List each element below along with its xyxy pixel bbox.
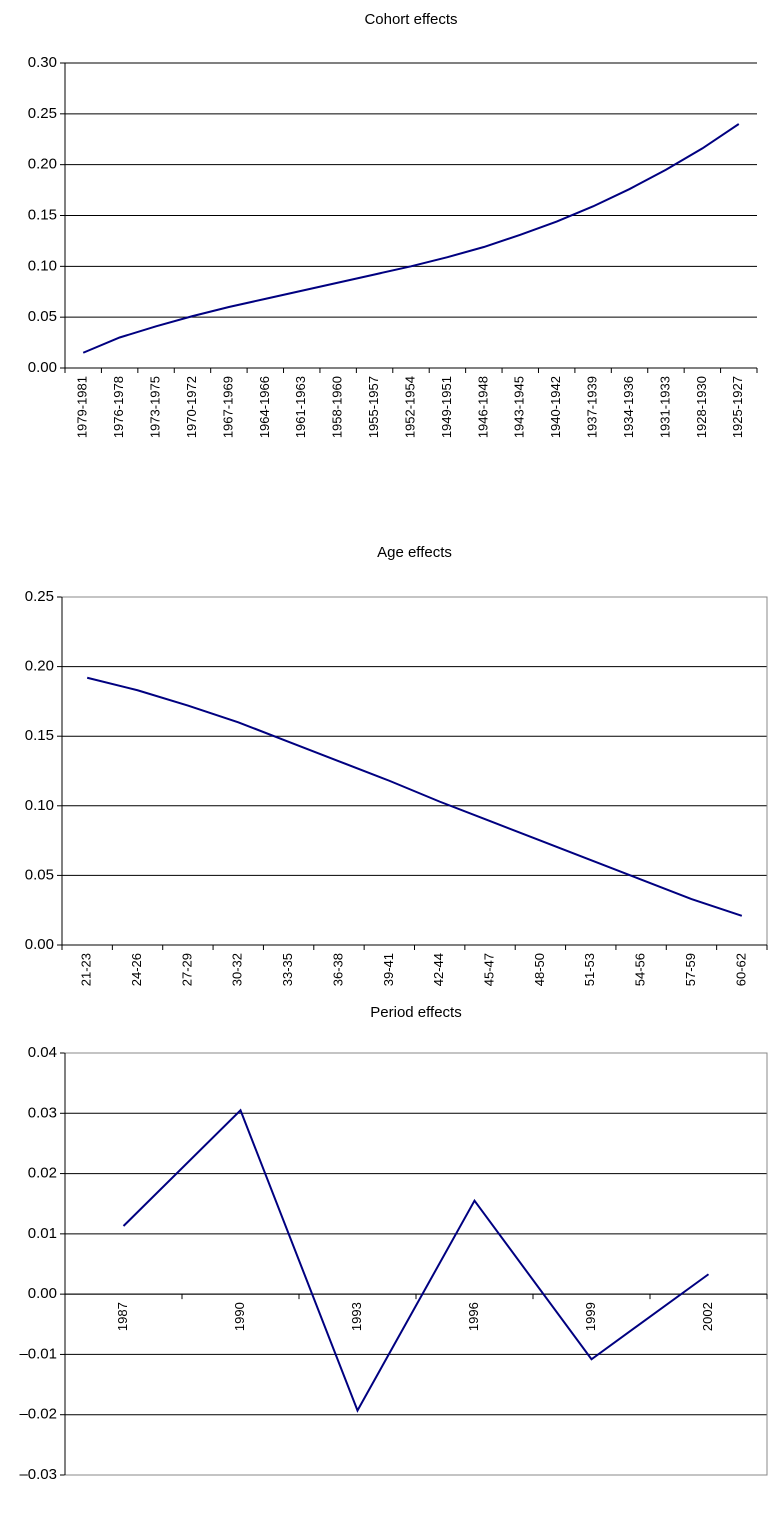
data-line: [122, 1108, 710, 1413]
y-tick-label: 0.00: [28, 1285, 57, 1302]
x-tick-label: 1979-1981: [75, 376, 90, 438]
chart-title: Period effects: [370, 1004, 461, 1021]
x-tick-label: 21-23: [79, 953, 94, 986]
x-tick-label: 1970-1972: [184, 376, 199, 438]
y-tick-label: 0.00: [28, 359, 57, 376]
x-tick-label: 45-47: [481, 953, 496, 986]
x-tick-label: 27-29: [179, 953, 194, 986]
x-tick-label: 1937-1939: [585, 376, 600, 438]
y-tick-label: 0.01: [28, 1225, 57, 1242]
x-tick-label: 1993: [349, 1302, 364, 1331]
x-tick-label: 1961-1963: [293, 376, 308, 438]
x-tick-label: 1987: [115, 1302, 130, 1331]
x-tick-label: 1976-1978: [111, 376, 126, 438]
data-line: [86, 676, 743, 917]
x-tick-label: 1999: [583, 1302, 598, 1331]
x-tick-label: 48-50: [532, 953, 547, 986]
x-tick-label: 30-32: [230, 953, 245, 986]
plot-border: [64, 1052, 768, 1476]
y-tick-label: 0.00: [25, 936, 54, 953]
x-tick-label: 24-26: [129, 953, 144, 986]
x-tick-label: 1996: [466, 1302, 481, 1331]
x-tick-label: 1973-1975: [147, 376, 162, 438]
x-tick-label: 36-38: [330, 953, 345, 986]
x-tick-label: 1967-1969: [220, 376, 235, 438]
x-tick-label: 42-44: [431, 953, 446, 986]
plot-border: [61, 596, 768, 946]
y-tick-label: 0.25: [28, 105, 57, 122]
y-tick-label: 0.20: [25, 658, 54, 675]
y-tick-label: –0.03: [19, 1466, 57, 1483]
x-tick-label: 1955-1957: [366, 376, 381, 438]
y-tick-label: 0.15: [25, 727, 54, 744]
x-tick-label: 1925-1927: [730, 376, 745, 438]
x-tick-label: 1964-1966: [257, 376, 272, 438]
y-tick-label: 0.04: [28, 1044, 57, 1061]
x-tick-label: 1949-1951: [439, 376, 454, 438]
chart-title: Cohort effects: [364, 11, 457, 28]
x-tick-label: 1946-1948: [475, 376, 490, 438]
chart-title: Age effects: [377, 544, 452, 561]
x-tick-label: 54-56: [633, 953, 648, 986]
x-tick-label: 2002: [700, 1302, 715, 1331]
x-tick-label: 1943-1945: [512, 376, 527, 438]
y-tick-label: 0.02: [28, 1165, 57, 1182]
y-tick-label: 0.10: [28, 257, 57, 274]
x-tick-label: 33-35: [280, 953, 295, 986]
x-tick-label: 1928-1930: [694, 376, 709, 438]
x-tick-label: 39-41: [381, 953, 396, 986]
y-tick-label: –0.02: [19, 1406, 57, 1423]
x-tick-label: 1990: [232, 1302, 247, 1331]
x-tick-label: 1934-1936: [621, 376, 636, 438]
x-tick-label: 1958-1960: [330, 376, 345, 438]
data-line: [82, 123, 740, 354]
y-tick-label: –0.01: [19, 1345, 57, 1362]
y-tick-label: 0.10: [25, 797, 54, 814]
x-tick-label: 51-53: [582, 953, 597, 986]
x-tick-label: 57-59: [683, 953, 698, 986]
x-tick-label: 60-62: [733, 953, 748, 986]
y-tick-label: 0.25: [25, 588, 54, 605]
y-tick-label: 0.15: [28, 206, 57, 223]
x-tick-label: 1940-1942: [548, 376, 563, 438]
y-tick-label: 0.05: [28, 308, 57, 325]
y-tick-label: 0.20: [28, 156, 57, 173]
y-tick-label: 0.05: [25, 866, 54, 883]
x-tick-label: 1931-1933: [657, 376, 672, 438]
y-tick-label: 0.03: [28, 1104, 57, 1121]
x-tick-label: 1952-1954: [402, 376, 417, 438]
y-tick-label: 0.30: [28, 54, 57, 71]
